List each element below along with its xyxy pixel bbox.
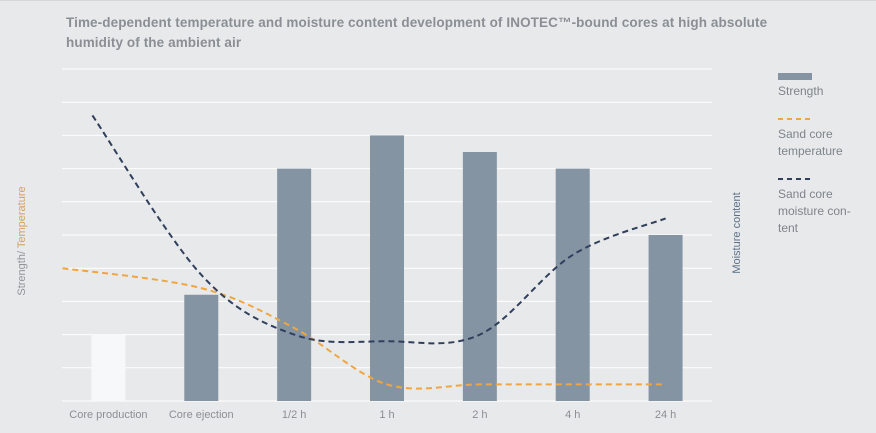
strength-bar-core-ejection bbox=[184, 294, 219, 401]
sand-core-temperature-line bbox=[62, 267, 666, 390]
chart-title: Time-dependent temperature and moisture … bbox=[66, 15, 768, 50]
x-tick-label-core-ejection: Core ejection bbox=[169, 409, 234, 421]
legend-label-strength: Strength bbox=[778, 84, 824, 98]
legend-temperature-swatch bbox=[778, 118, 812, 120]
strength-bar-1-2-h bbox=[277, 168, 312, 401]
strength-bar-1-h bbox=[370, 135, 404, 401]
strength-bar-2-h bbox=[462, 152, 497, 401]
x-tick-label-1-2-h: 1/2 h bbox=[282, 409, 306, 421]
strength-bar-24-h bbox=[648, 235, 683, 401]
x-tick-label-4-h: 4 h bbox=[565, 409, 580, 421]
strength-bar-core-production bbox=[91, 334, 126, 401]
legend-item-moisture: Sand core moisture con-tent bbox=[778, 174, 873, 237]
y-axis-label-right: Moisture content bbox=[731, 192, 743, 274]
x-tick-label-core-production: Core production bbox=[69, 409, 147, 421]
y-axis-label-left: Strength/ Temperature bbox=[16, 186, 28, 295]
legend: Strength Sand core temperature Sand core… bbox=[778, 71, 873, 251]
y-axis-label-temperature: Temperature bbox=[16, 186, 28, 249]
legend-label-moisture: Sand core moisture con-tent bbox=[778, 187, 851, 235]
legend-item-strength: Strength bbox=[778, 71, 873, 100]
y-axis-label-strength: Strength/ bbox=[16, 248, 28, 296]
x-tick-label-24-h: 24 h bbox=[655, 409, 676, 421]
x-tick-label-2-h: 2 h bbox=[472, 409, 487, 421]
strength-bar-4-h bbox=[555, 168, 590, 401]
sand-core-moisture-line bbox=[91, 114, 666, 345]
legend-item-temperature: Sand core temperature bbox=[778, 114, 873, 160]
x-tick-label-1-h: 1 h bbox=[379, 409, 394, 421]
legend-label-temperature: Sand core temperature bbox=[778, 127, 843, 158]
legend-bar-swatch bbox=[778, 73, 812, 80]
legend-moisture-swatch bbox=[778, 178, 812, 180]
